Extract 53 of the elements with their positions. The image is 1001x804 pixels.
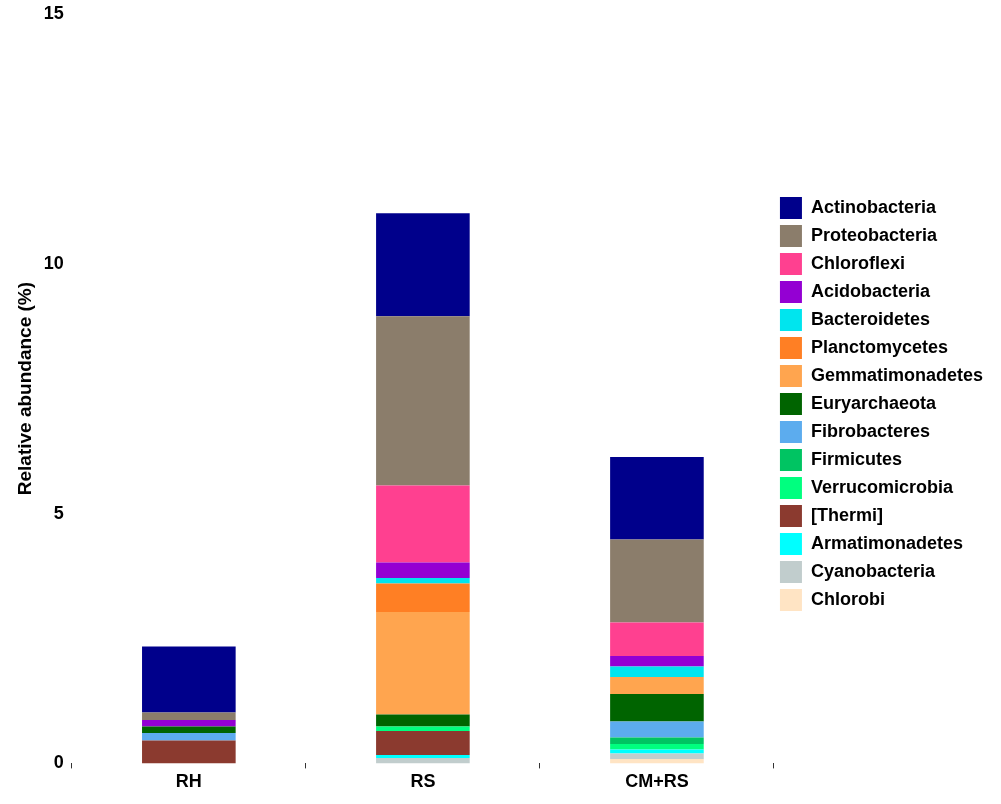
legend-label: Euryarchaeota: [810, 392, 937, 413]
legend-label: Chlorobi: [810, 588, 885, 609]
bar: [610, 676, 704, 694]
legend-label: Proteobacteria: [810, 224, 938, 245]
legend-label: Planctomycetes: [810, 336, 949, 357]
legend-label: Gemmatimonadetes: [810, 364, 984, 385]
legend-label: Cyanobacteria: [810, 560, 936, 581]
y-tick-label: 10: [43, 252, 64, 273]
bar: [376, 213, 470, 317]
y-tick-label: 0: [53, 752, 64, 773]
bar: [376, 583, 470, 612]
legend-label: Fibrobacteres: [810, 420, 930, 441]
bar: [142, 719, 236, 727]
bar: [376, 714, 470, 727]
bar: [610, 666, 704, 677]
bar: [142, 732, 236, 741]
bar: [376, 562, 470, 578]
y-axis-title: Relative abundance (%): [13, 281, 35, 496]
y-tick-label: 5: [53, 502, 64, 523]
x-tick-label: RH: [175, 771, 202, 792]
bar: [610, 743, 704, 750]
bar: [376, 578, 470, 584]
bar: [610, 539, 704, 623]
bar: [376, 485, 470, 563]
bar: [376, 754, 470, 758]
bar: [376, 726, 470, 731]
bar: [142, 726, 236, 733]
bar: [376, 757, 470, 764]
legend-label: Actinobacteria: [810, 196, 937, 217]
legend-label: Verrucomicrobia: [810, 476, 954, 497]
legend-label: Firmicutes: [810, 448, 902, 469]
bar: [142, 646, 236, 713]
x-tick-label: RS: [410, 771, 436, 792]
bar: [376, 611, 470, 715]
y-tick-label: 15: [43, 2, 64, 23]
legend-label: [Thermi]: [810, 504, 883, 525]
bar: [142, 712, 236, 720]
bar: [610, 737, 704, 744]
x-tick-label: CM+RS: [625, 771, 689, 792]
bar: [610, 721, 704, 738]
bar: [610, 622, 704, 656]
legend-label: Chloroflexi: [810, 252, 905, 273]
bar: [142, 740, 236, 764]
bar: [376, 316, 470, 486]
legend-label: Acidobacteria: [810, 280, 931, 301]
bar: [610, 753, 704, 759]
bar: [610, 457, 704, 540]
bar: [376, 730, 470, 755]
bar: [610, 655, 704, 667]
bar: [610, 749, 704, 754]
bar: [610, 693, 704, 722]
legend-label: Bacteroidetes: [810, 308, 931, 329]
legend-label: Armatimonadetes: [810, 532, 963, 553]
